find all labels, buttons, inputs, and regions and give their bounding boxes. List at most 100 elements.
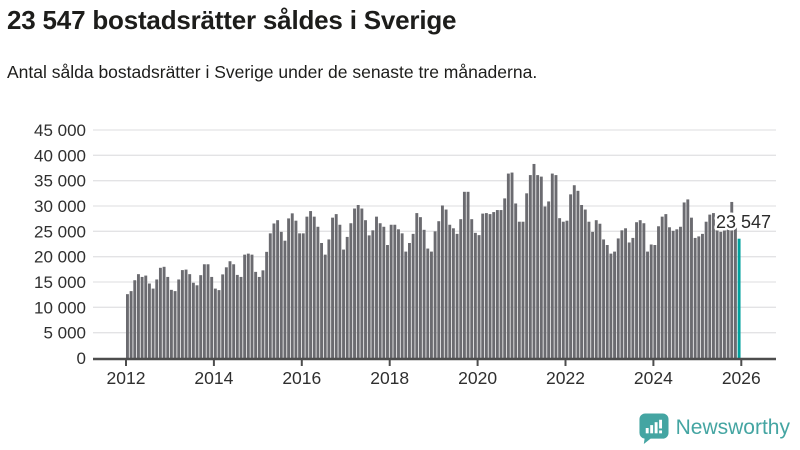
- bar: [320, 242, 324, 358]
- bar: [334, 214, 338, 358]
- bar: [715, 229, 719, 358]
- chart-header: 23 547 bostadsrätter såldes i Sverige An…: [7, 5, 792, 84]
- bar: [184, 269, 188, 358]
- bar: [429, 251, 433, 358]
- bar: [290, 213, 294, 358]
- bar: [287, 218, 291, 358]
- bar: [389, 224, 393, 358]
- bar: [180, 270, 184, 358]
- bar: [158, 267, 162, 358]
- bar: [565, 220, 569, 358]
- bars: [126, 163, 741, 358]
- bar: [327, 239, 331, 358]
- x-tick-label: 2024: [634, 368, 673, 388]
- bar: [177, 279, 181, 358]
- bar: [272, 223, 276, 358]
- bar: [525, 193, 529, 358]
- bar: [191, 282, 195, 358]
- bar: [375, 216, 378, 358]
- bar: [660, 216, 664, 358]
- bar: [532, 163, 536, 358]
- bar: [638, 220, 642, 358]
- bar: [169, 289, 173, 358]
- chart-title: 23 547 bostadsrätter såldes i Sverige: [7, 5, 457, 35]
- bar: [591, 231, 595, 358]
- bar: [279, 231, 283, 358]
- bar: [539, 176, 543, 358]
- bar: [235, 274, 239, 358]
- bar: [690, 217, 693, 358]
- bar: [624, 228, 627, 358]
- bar: [613, 251, 617, 358]
- bar: [495, 210, 499, 358]
- bar: [558, 218, 562, 358]
- bar: [620, 230, 624, 358]
- newsworthy-logo[interactable]: Newsworthy: [638, 412, 790, 444]
- bar: [415, 213, 419, 358]
- bar: [517, 221, 521, 358]
- bar: [210, 276, 214, 358]
- y-tick-label: 25 000: [34, 222, 86, 241]
- bar: [364, 220, 367, 358]
- bar: [367, 235, 371, 358]
- x-tick-label: 2016: [282, 368, 321, 388]
- bar: [151, 288, 155, 358]
- bar: [459, 219, 463, 358]
- bar: [602, 239, 606, 358]
- y-tick-label: 45 000: [34, 121, 86, 140]
- bar: [668, 227, 671, 358]
- bar: [627, 242, 631, 358]
- bar: [254, 271, 258, 358]
- bar: [294, 220, 298, 358]
- bar: [664, 214, 668, 358]
- bar: [488, 214, 492, 358]
- bar: [246, 253, 250, 358]
- bar: [411, 233, 415, 358]
- bar: [708, 214, 712, 358]
- bar: [510, 172, 514, 358]
- bar: [136, 274, 140, 358]
- bar: [631, 237, 635, 358]
- y-tick-label: 10 000: [34, 298, 86, 317]
- bar: [481, 213, 485, 358]
- bar: [408, 242, 411, 358]
- bar: [283, 240, 287, 358]
- bar: [243, 254, 247, 358]
- bar: [466, 191, 470, 358]
- logo-barchart-glyph: [645, 419, 662, 434]
- y-tick-label: 30 000: [34, 197, 86, 216]
- bar: [492, 212, 496, 358]
- bar: [722, 228, 726, 358]
- bar: [349, 223, 353, 358]
- bar: [345, 236, 349, 358]
- bar: [397, 229, 400, 358]
- bar: [587, 221, 591, 358]
- bar: [312, 216, 316, 358]
- bar: [393, 224, 397, 358]
- y-tick-label: 35 000: [34, 172, 86, 191]
- bar: [195, 285, 199, 358]
- y-tick-label: 5 000: [43, 324, 86, 343]
- bar: [528, 175, 532, 358]
- x-axis: 2012 2014 2016 2018 2020 2022 2024 2026: [93, 357, 776, 388]
- bar: [653, 245, 657, 358]
- bar: [514, 203, 518, 358]
- bar: [400, 233, 404, 358]
- bar: [693, 237, 697, 358]
- bar: [635, 222, 638, 358]
- logo-bubble-shape: [639, 413, 669, 444]
- bar: [155, 279, 159, 358]
- bar: [712, 213, 715, 358]
- value-annotation: 23 547: [716, 212, 771, 232]
- y-tick-label: 15 000: [34, 273, 86, 292]
- bar: [232, 264, 236, 358]
- bar: [250, 254, 254, 358]
- y-tick-label: 20 000: [34, 248, 86, 267]
- bar: [276, 220, 280, 358]
- bar: [126, 294, 129, 358]
- bar: [470, 219, 474, 358]
- bar: [140, 276, 144, 358]
- bar: [433, 231, 437, 358]
- bar: [239, 276, 243, 358]
- bar: [221, 274, 225, 358]
